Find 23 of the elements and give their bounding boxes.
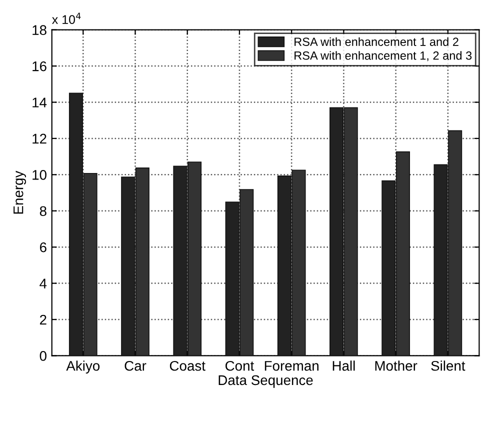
text: x 10$^{4}$ (52, 12, 81, 24)
y-axis-title: Energy (14, 170, 26, 214)
y-tick-label: 12 (32, 134, 46, 144)
x-tick-label: Car (124, 360, 146, 371)
y-tick-label: 4 (40, 278, 47, 288)
y-tick-label: 14 (32, 98, 47, 108)
legend-label: RSA with enhancement 1, 2 and 3 (294, 51, 472, 62)
y-tick-label: 8 (40, 206, 46, 216)
y-tick-label: 16 (32, 61, 46, 72)
x-tick-label: Cont (226, 360, 254, 371)
x-tick-label: Akiyo (66, 360, 100, 374)
y-tick-label: 2 (40, 314, 46, 325)
x-tick-label: Hall (332, 360, 355, 371)
y-tick-label: 0 (40, 351, 46, 361)
legend-label: RSA with enhancement 1 and 2 (294, 37, 458, 46)
y-tick-label: 18 (32, 25, 46, 35)
x-tick-label: Silent (431, 360, 466, 371)
y-tick-label: 6 (40, 242, 46, 252)
y-tick-label: 10 (32, 170, 46, 180)
x-tick-label: Mother (375, 360, 418, 371)
x-tick-label: Coast (170, 360, 206, 371)
x-axis-title: Data Sequence (218, 375, 313, 388)
x-tick-label: Foreman (264, 361, 318, 371)
